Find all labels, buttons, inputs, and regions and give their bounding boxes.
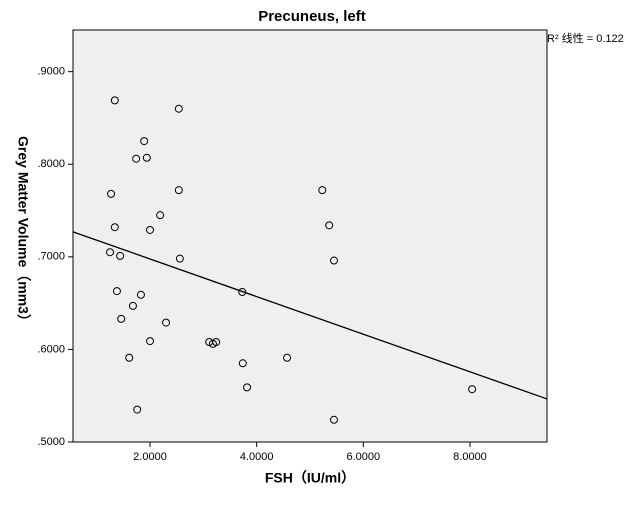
point <box>107 189 116 198</box>
point <box>128 301 137 310</box>
fit-line <box>72 231 548 400</box>
point <box>243 383 252 392</box>
point <box>238 359 247 368</box>
plot-area <box>72 29 548 443</box>
point <box>112 287 121 296</box>
point <box>162 318 171 327</box>
point <box>116 251 125 260</box>
chart-title: Precuneus, left <box>258 8 366 25</box>
point <box>125 353 134 362</box>
point <box>468 385 477 394</box>
annotation: R² 线性 = 0.122 <box>547 31 624 45</box>
point <box>136 290 145 299</box>
point <box>133 405 142 414</box>
point <box>142 153 151 162</box>
x-tick-label: 8.0000 <box>453 451 487 463</box>
point <box>174 104 183 113</box>
point <box>140 137 149 146</box>
point <box>156 211 165 220</box>
point <box>110 96 119 105</box>
y-tick-label: .7000 <box>37 251 65 263</box>
point <box>110 223 119 232</box>
x-tick-label: 4.0000 <box>240 451 274 463</box>
point <box>325 221 334 230</box>
point <box>132 154 141 163</box>
y-axis-label: Grey Matter Volume（mm3） <box>15 136 31 328</box>
point <box>329 256 338 265</box>
point <box>146 337 155 346</box>
x-tick-label: 6.0000 <box>347 451 381 463</box>
point <box>329 415 338 424</box>
point <box>117 314 126 323</box>
y-tick-label: .9000 <box>37 66 65 78</box>
point <box>174 186 183 195</box>
point <box>106 248 115 257</box>
y-tick-label: .8000 <box>37 158 65 170</box>
y-tick-label: .5000 <box>37 436 65 448</box>
point <box>238 288 247 297</box>
x-axis-label: FSH（IU/ml） <box>265 470 355 486</box>
x-tick-label: 2.0000 <box>133 451 167 463</box>
point <box>318 186 327 195</box>
point <box>175 254 184 263</box>
y-tick-label: .6000 <box>37 343 65 355</box>
point <box>146 225 155 234</box>
point <box>283 353 292 362</box>
point <box>212 338 221 347</box>
